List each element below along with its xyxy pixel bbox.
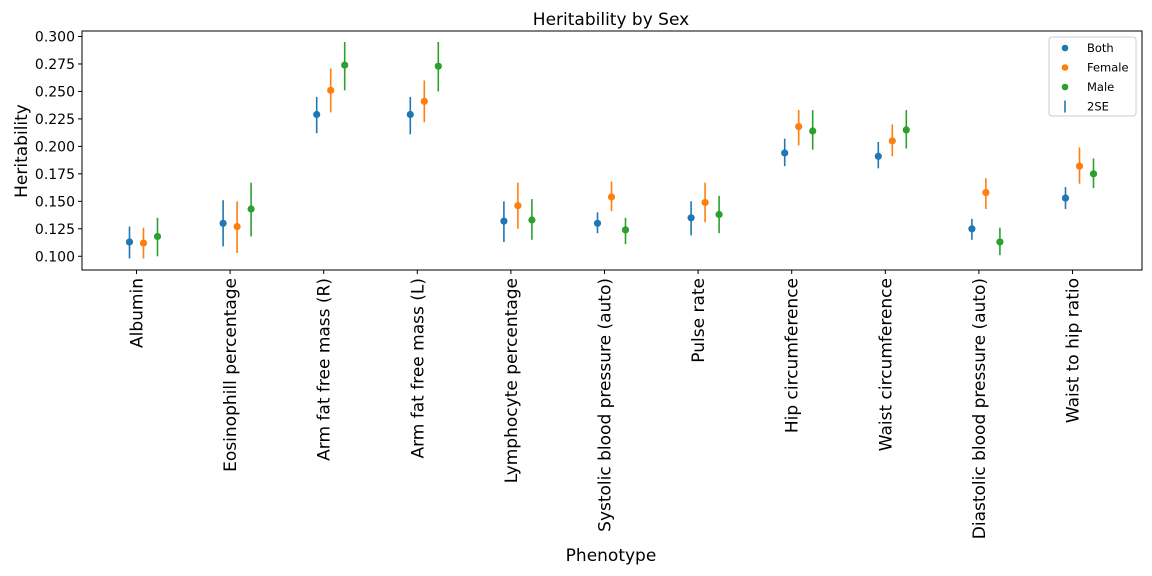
point-both — [313, 110, 321, 119]
x-tick-label: Arm fat free mass (L) — [408, 278, 428, 459]
y-tick-label: 0.150 — [35, 194, 75, 210]
point-both — [593, 219, 602, 227]
point-both — [874, 152, 882, 160]
point-female — [888, 137, 896, 145]
y-tick-label: 0.275 — [35, 57, 75, 73]
point-male — [1089, 170, 1098, 178]
legend-box — [1048, 36, 1137, 117]
point-male — [809, 127, 817, 135]
point-male — [902, 126, 910, 134]
y-axis-label: Heritability — [12, 104, 32, 198]
y-tick-label: 0.225 — [35, 112, 75, 128]
legend-marker — [1061, 83, 1069, 91]
x-tick-label: Pulse rate — [689, 278, 709, 363]
x-tick-label: Hip circumference — [783, 278, 803, 433]
legend-label: 2SE — [1087, 100, 1109, 114]
point-female — [982, 188, 990, 197]
point-male — [434, 62, 442, 70]
point-female — [420, 97, 428, 105]
x-tick-label: Arm fat free mass (R) — [315, 278, 335, 461]
point-female — [139, 239, 148, 247]
chart-title: Heritability by Sex — [533, 10, 689, 30]
legend: Both Female Male 2SE — [1048, 36, 1137, 117]
y-tick-label: 0.200 — [35, 139, 75, 155]
point-male — [996, 238, 1004, 246]
legend-label: Both — [1087, 41, 1114, 55]
legend-marker — [1061, 64, 1069, 71]
y-tick-label: 0.125 — [35, 222, 75, 238]
point-male — [528, 216, 536, 224]
point-male — [621, 226, 630, 234]
x-axis: Albumin Eosinophill percentage Arm fat fre… — [128, 270, 1084, 539]
x-tick-label: Eosinophill percentage — [221, 278, 241, 472]
point-male — [153, 232, 162, 241]
point-both — [500, 217, 508, 225]
legend-label: Female — [1087, 61, 1129, 75]
legend-label: Male — [1087, 80, 1114, 94]
y-tick-label: 0.100 — [35, 249, 75, 265]
x-tick-label: Lymphocyte percentage — [502, 278, 522, 483]
point-female — [701, 198, 709, 207]
point-both — [968, 225, 976, 233]
y-tick-label: 0.175 — [35, 167, 75, 183]
point-both — [1061, 194, 1070, 202]
point-male — [341, 61, 349, 69]
x-tick-label: Systolic blood pressure (auto) — [596, 278, 616, 532]
point-female — [1075, 162, 1084, 170]
point-female — [327, 86, 335, 94]
point-female — [607, 193, 616, 201]
point-both — [687, 214, 695, 222]
x-tick-label: Waist circumference — [876, 278, 896, 451]
point-both — [219, 219, 227, 227]
x-tick-label: Diastolic blood pressure (auto) — [970, 278, 990, 539]
y-tick-label: 0.250 — [35, 84, 75, 100]
point-both — [406, 110, 414, 119]
point-both — [781, 149, 789, 157]
x-tick-label: Waist to hip ratio — [1064, 278, 1084, 423]
point-female — [514, 202, 522, 210]
legend-marker — [1061, 44, 1069, 52]
point-female — [233, 222, 241, 231]
y-axis: 0.100 0.125 0.150 0.175 0.200 0.225 0.250 0.275… — [35, 29, 82, 265]
point-male — [247, 205, 255, 213]
point-female — [795, 123, 803, 131]
plot-marks — [125, 41, 1098, 259]
y-tick-label: 0.300 — [35, 29, 75, 45]
point-both — [125, 238, 134, 246]
x-axis-label: Phenotype — [566, 546, 657, 566]
x-tick-label: Albumin — [128, 278, 148, 348]
plot-frame — [81, 30, 1143, 271]
point-male — [715, 210, 723, 219]
